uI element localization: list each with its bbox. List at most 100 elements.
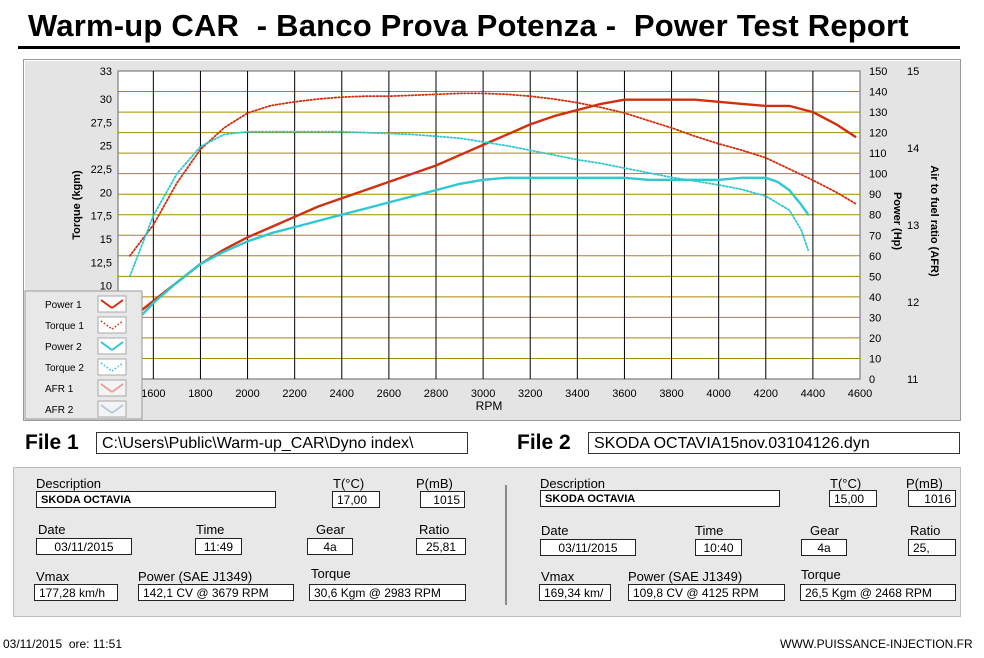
power-tick-label: 20 [869,333,881,345]
torque-tick-label: 27,5 [91,117,112,129]
file1-ratio-field[interactable]: 25,81 [416,538,466,555]
file2-vmax-field[interactable]: 169,34 km/ [539,584,611,601]
power-tick-label: 110 [869,148,887,160]
x-tick-label: 2000 [235,388,259,400]
x-tick-label: 4000 [706,388,730,400]
legend-swatch-mark [100,362,113,372]
file1-temp-field[interactable]: 17,00 [332,491,380,508]
legend-swatch-mark [100,341,113,351]
file1-gear-label: Gear [316,522,345,537]
file1-path[interactable]: C:\Users\Public\Warm-up_CAR\Dyno index\ [96,432,468,454]
file2-gear-label: Gear [810,523,839,538]
file1-torque-label: Torque [311,566,351,581]
legend-swatch-mark [100,404,113,414]
legend-swatch [97,316,127,334]
legend-swatch-mark [100,320,113,330]
file1-vmax-field[interactable]: 177,28 km/h [34,584,118,601]
file1-temp-label: T(°C) [333,476,365,491]
series-power-2-line [128,176,810,329]
afr-tick-label: 13 [907,220,919,232]
file2-time-field[interactable]: 10:40 [695,539,742,556]
afr-axis-label: Air to fuel ratio (AFR) [928,165,940,277]
x-tick-label: 3600 [612,388,636,400]
file2-description-label: Description [540,476,606,491]
file2-temp-field[interactable]: 15,00 [829,490,877,507]
legend-swatch [97,337,127,355]
power-tick-label: 60 [869,251,881,263]
file2-ratio-field[interactable]: 25, [908,539,956,556]
legend-label: Power 2 [45,342,82,353]
series-torque-1-line [128,92,857,257]
legend-label: Torque 2 [45,363,84,374]
legend-label: AFR 1 [45,384,74,395]
file2-label: File 2 [517,431,571,454]
x-tick-label: 4400 [801,388,825,400]
x-tick-label: 2800 [424,388,448,400]
legend-swatch-mark [111,383,124,393]
legend-swatch-mark [100,299,113,309]
file2-description-field[interactable]: SKODA OCTAVIA [540,490,780,507]
legend-swatch-mark [111,299,124,309]
torque-axis-label: Torque (kgm) [71,170,83,240]
power-tick-label: 0 [869,374,875,386]
x-tick-label: 3800 [659,388,683,400]
series-torque-2-line [128,130,810,278]
file2-power-field[interactable]: 109,8 CV @ 4125 RPM [628,584,785,601]
x-tick-label: 1800 [188,388,212,400]
legend-label: Power 1 [45,300,82,311]
legend-swatch-mark [111,341,124,351]
file2-gear-field[interactable]: 4a [801,539,847,556]
file2-pressure-field[interactable]: 1016 [908,490,956,507]
file1-gear-field[interactable]: 4a [307,538,353,555]
file1-pressure-field[interactable]: 1015 [420,491,465,508]
panel-divider [505,485,507,605]
file1-torque-field[interactable]: 30,6 Kgm @ 2983 RPM [309,584,466,601]
power-axis-label: Power (Hp) [891,192,903,250]
file2-power-label: Power (SAE J1349) [628,569,743,584]
file2-date-field[interactable]: 03/11/2015 [540,539,636,556]
file2-time-label: Time [695,523,724,538]
legend-swatch-mark [111,404,124,414]
torque-tick-label: 17,5 [91,211,112,223]
x-tick-label: 3400 [565,388,589,400]
power-tick-label: 130 [869,107,887,119]
file1-time-label: Time [196,522,225,537]
legend-swatch [97,295,127,313]
power-tick-label: 50 [869,271,881,283]
footer-website[interactable]: WWW.PUISSANCE-INJECTION.FR [780,637,973,651]
x-tick-label: 4200 [754,388,778,400]
file1-time-field[interactable]: 11:49 [195,538,242,555]
file1-label: File 1 [25,431,79,454]
power-tick-label: 80 [869,210,881,222]
file2-torque-field[interactable]: 26,5 Kgm @ 2468 RPM [800,584,956,601]
legend-swatch [97,400,127,418]
file1-power-field[interactable]: 142,1 CV @ 3679 RPM [138,584,294,601]
power-tick-label: 40 [869,292,881,304]
file2-path[interactable]: SKODA OCTAVIA15nov.03104126.dyn [588,432,960,454]
legend-label: AFR 2 [45,405,74,416]
file1-date-label: Date [38,522,66,537]
dyno-chart: 1600 1800 2000 2200 2400 2600 2800 3000 3200 3400… [24,66,940,420]
file1-vmax-label: Vmax [36,569,70,584]
power-tick-label: 100 [869,169,887,181]
file2-date-label: Date [541,523,569,538]
file1-description-field[interactable]: SKODA OCTAVIA [36,491,276,508]
file2-pressure-label: P(mB) [906,476,943,491]
x-tick-label: 3200 [518,388,542,400]
file1-description-label: Description [36,476,102,491]
torque-tick-label: 30 [100,94,112,106]
report-title: Warm-up CAR - Banco Prova Potenza - Powe… [28,8,909,43]
file2-torque-label: Torque [801,567,841,582]
torque-tick-label: 20 [100,187,112,199]
file2-vmax-label: Vmax [541,569,575,584]
torque-tick-label: 22,5 [91,164,112,176]
file1-power-label: Power (SAE J1349) [138,569,253,584]
legend-label: Torque 1 [45,321,84,332]
power-tick-label: 140 [869,87,887,99]
x-axis-label: RPM [476,399,503,413]
file1-date-field[interactable]: 03/11/2015 [36,538,132,555]
x-tick-label: 4600 [848,388,872,400]
legend-swatch-mark [111,320,124,330]
torque-tick-label: 12,5 [91,257,112,269]
power-tick-label: 150 [869,66,887,78]
